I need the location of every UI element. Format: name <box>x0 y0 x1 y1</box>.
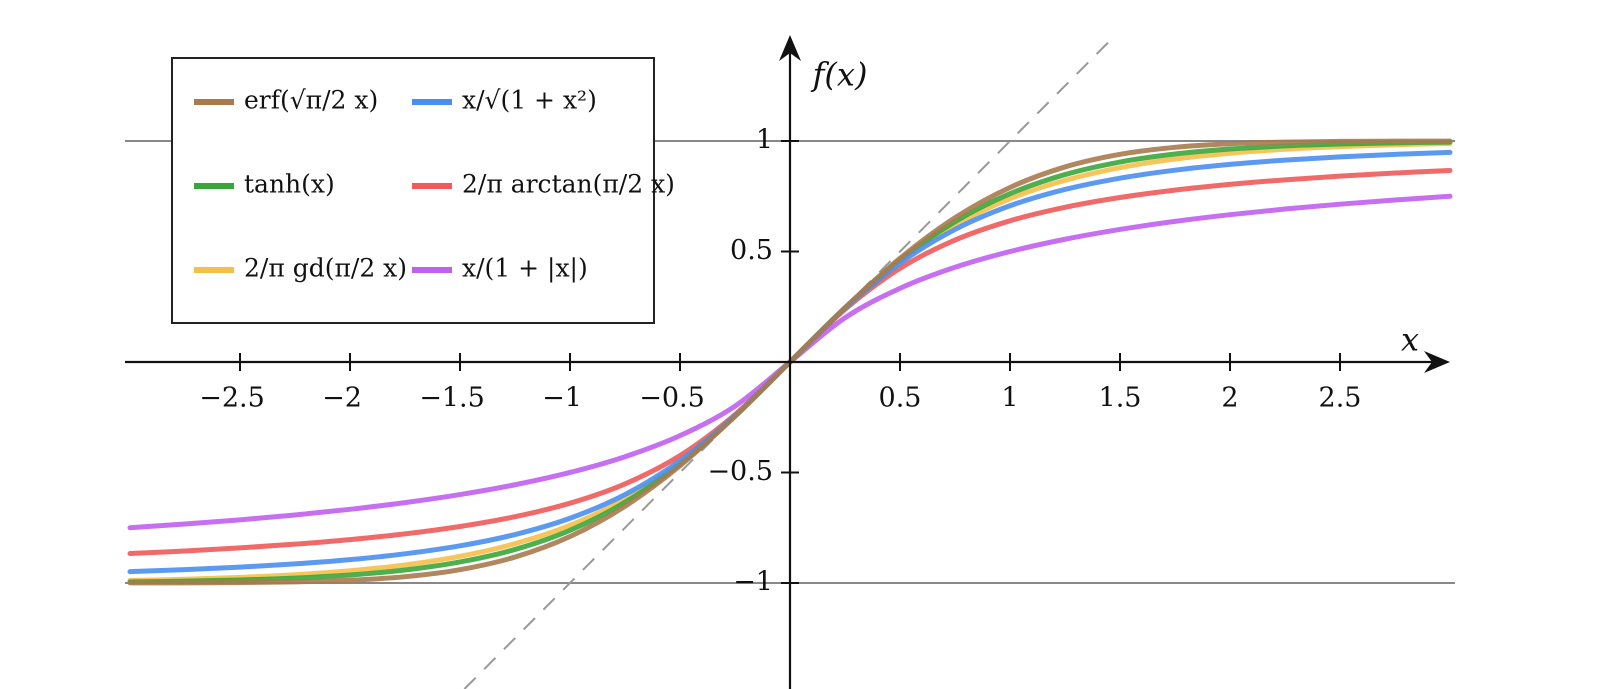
x-tick-label: −2 <box>322 383 362 414</box>
y-tick-label: −1 <box>733 566 773 597</box>
legend-label: 2/π arctan(π/2 x) <box>462 170 675 199</box>
legend-label: tanh(x) <box>244 170 335 199</box>
y-tick-label: −0.5 <box>707 456 773 487</box>
y-axis-arrow <box>779 35 801 61</box>
x-tick-label: −1.5 <box>419 383 485 414</box>
legend-label: erf(√π/2 x) <box>244 86 378 115</box>
x-tick-label: 0.5 <box>879 383 922 414</box>
x-tick-label: 2.5 <box>1319 383 1362 414</box>
legend-label: x/(1 + |x|) <box>462 254 588 284</box>
x-tick-label: 2 <box>1221 383 1238 414</box>
y-tick-label: 1 <box>756 125 773 156</box>
x-axis-label: x <box>1401 321 1419 359</box>
x-tick-label: 1.5 <box>1099 383 1142 414</box>
legend-label: x/√(1 + x²) <box>462 86 597 115</box>
legend-label: 2/π gd(π/2 x) <box>244 254 407 283</box>
x-tick-label: −1 <box>542 383 582 414</box>
x-axis-arrow <box>1424 351 1450 373</box>
y-axis-label: f(x) <box>811 56 868 94</box>
x-tick-label: −2.5 <box>199 383 265 414</box>
y-tick-label: 0.5 <box>730 235 773 266</box>
x-tick-label: 1 <box>1001 383 1018 414</box>
axes-layer: x f(x) −2.5 −2 −1.5 −1 −0.5 0.5 1 1.5 2 2.5 −1 −0.5 0.… <box>125 35 1450 689</box>
x-tick-label: −0.5 <box>639 383 705 414</box>
legend: erf(√π/2 x) x/√(1 + x²) tanh(x) 2/π arctan(… <box>171 57 675 324</box>
